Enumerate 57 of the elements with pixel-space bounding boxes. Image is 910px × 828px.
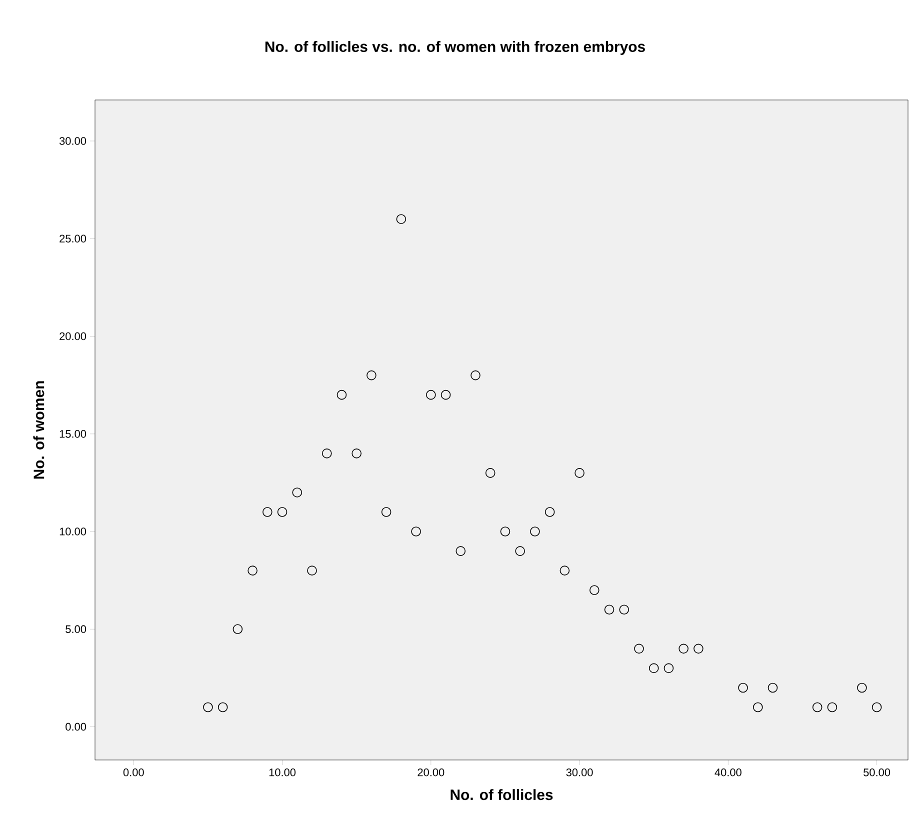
point bbox=[396, 214, 406, 224]
x-tick-label: 50.00 bbox=[864, 768, 890, 776]
point bbox=[604, 604, 614, 615]
chart-title: No. of follicles vs. no. of women with frozen embryos bbox=[265, 41, 645, 55]
point bbox=[738, 682, 748, 693]
point bbox=[456, 546, 466, 556]
point bbox=[485, 468, 496, 478]
point bbox=[307, 566, 317, 576]
point bbox=[248, 566, 258, 576]
x-tick-label: 20.00 bbox=[418, 768, 444, 776]
point bbox=[634, 644, 644, 654]
point bbox=[218, 702, 228, 712]
point bbox=[544, 507, 555, 517]
x-axis-title: No. of follicles bbox=[450, 789, 553, 800]
point bbox=[292, 488, 302, 498]
point bbox=[694, 644, 704, 654]
point bbox=[872, 702, 882, 712]
point bbox=[560, 566, 570, 576]
point bbox=[515, 546, 525, 556]
x-tick-label: 0.00 bbox=[123, 768, 144, 776]
point bbox=[812, 702, 822, 712]
point bbox=[232, 624, 243, 634]
point bbox=[440, 390, 451, 400]
point bbox=[262, 507, 272, 517]
point bbox=[411, 526, 421, 536]
y-axis-title: No. of women bbox=[33, 381, 44, 479]
point bbox=[857, 682, 867, 693]
point bbox=[322, 448, 332, 458]
point bbox=[753, 702, 763, 712]
point bbox=[678, 644, 688, 654]
x-tick-label: 10.00 bbox=[269, 768, 296, 776]
y-tick-label: 10.00 bbox=[60, 528, 86, 536]
point bbox=[648, 663, 659, 674]
point bbox=[574, 468, 584, 478]
point bbox=[530, 526, 540, 536]
y-tick-label: 5.00 bbox=[66, 625, 86, 634]
point bbox=[619, 604, 630, 615]
point bbox=[203, 702, 213, 712]
point bbox=[768, 682, 778, 693]
y-tick-label: 20.00 bbox=[60, 332, 86, 340]
point bbox=[366, 370, 376, 380]
point bbox=[500, 526, 510, 536]
point bbox=[590, 585, 600, 595]
y-tick-label: 15.00 bbox=[60, 430, 86, 438]
point bbox=[277, 507, 288, 517]
point bbox=[664, 663, 674, 674]
point bbox=[352, 448, 362, 458]
y-tick-label: 25.00 bbox=[60, 234, 86, 243]
y-tick-label: 0.00 bbox=[66, 722, 86, 731]
point bbox=[827, 702, 838, 712]
point bbox=[470, 370, 480, 380]
y-tick-label: 30.00 bbox=[59, 137, 86, 145]
x-tick-label: 40.00 bbox=[714, 768, 742, 776]
x-tick-label: 30.00 bbox=[566, 768, 593, 776]
point bbox=[426, 390, 436, 400]
point bbox=[336, 390, 347, 400]
point bbox=[381, 507, 392, 517]
